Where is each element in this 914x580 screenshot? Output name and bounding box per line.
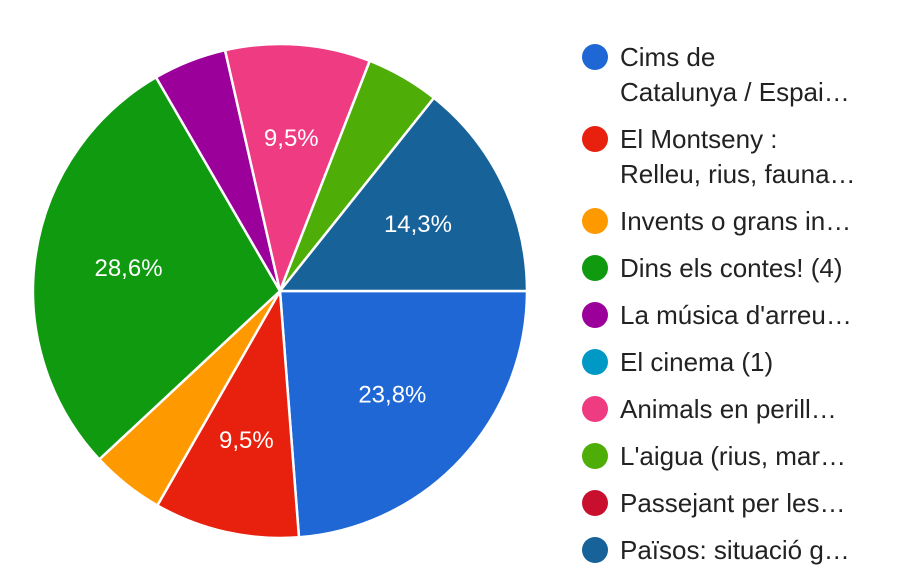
legend-label-4: Dins els contes! (4) xyxy=(620,251,890,286)
legend: Cims de Catalunya / Espai… El Montseny : Re… xyxy=(582,40,902,580)
legend-swatch-2 xyxy=(582,126,608,152)
pie-slice-10 xyxy=(278,96,529,293)
pie-chart: 23,8% 9,5% 28,6% 9,5% 14,3% Cims de Catalunya… xyxy=(31,42,856,565)
legend-swatch-5 xyxy=(582,302,608,328)
legend-item-7: Animals en perill… xyxy=(582,392,902,427)
legend-item-6: El cinema (1) xyxy=(582,345,902,380)
legend-label-7: Animals en perill… xyxy=(620,392,890,427)
slice-label-2: 9,5% xyxy=(219,427,274,454)
legend-item-2: El Montseny : Relleu, rius, fauna… xyxy=(582,122,902,192)
legend-label-5-line-1: La música d'arreu… xyxy=(620,300,852,330)
legend-label-1-line-2: Catalunya / Espai… xyxy=(620,77,850,107)
legend-label-9-line-1: Passejant per les… xyxy=(620,488,846,518)
legend-label-3: Invents o grans in… xyxy=(620,204,890,239)
pie-slice-1 xyxy=(278,289,529,539)
pie-slice-4 xyxy=(31,76,282,461)
slice-label-10: 14,3% xyxy=(384,211,452,238)
legend-label-1: Cims de Catalunya / Espai… xyxy=(620,40,890,110)
legend-item-3: Invents o grans in… xyxy=(582,204,902,239)
slice-label-1: 23,8% xyxy=(358,382,426,409)
legend-swatch-9 xyxy=(582,490,608,516)
slice-label-4: 28,6% xyxy=(94,255,162,282)
legend-label-10-line-1: Països: situació g… xyxy=(620,535,850,565)
legend-label-2-line-2: Relleu, rius, fauna… xyxy=(620,159,856,189)
legend-item-9: Passejant per les… xyxy=(582,486,902,521)
legend-label-4-line-1: Dins els contes! (4) xyxy=(620,253,843,283)
legend-label-3-line-1: Invents o grans in… xyxy=(620,206,852,236)
pie-slice-7 xyxy=(223,42,372,293)
legend-label-8: L'aigua (rius, mar… xyxy=(620,439,890,474)
legend-label-2: El Montseny : Relleu, rius, fauna… xyxy=(620,122,890,192)
legend-label-9: Passejant per les… xyxy=(620,486,890,521)
legend-swatch-10 xyxy=(582,537,608,563)
legend-label-8-line-1: L'aigua (rius, mar… xyxy=(620,441,847,471)
legend-swatch-1 xyxy=(582,44,608,70)
legend-swatch-7 xyxy=(582,396,608,422)
legend-swatch-8 xyxy=(582,443,608,469)
legend-item-1: Cims de Catalunya / Espai… xyxy=(582,40,902,110)
legend-item-5: La música d'arreu… xyxy=(582,298,902,333)
legend-swatch-4 xyxy=(582,255,608,281)
legend-label-10: Països: situació g… xyxy=(620,533,890,568)
pie-plot: 23,8% 9,5% 28,6% 9,5% 14,3% xyxy=(31,42,529,540)
legend-label-6: El cinema (1) xyxy=(620,345,890,380)
legend-label-5: La música d'arreu… xyxy=(620,298,890,333)
legend-swatch-6 xyxy=(582,349,608,375)
legend-label-2-line-1: El Montseny : xyxy=(620,124,778,154)
legend-item-10: Països: situació g… xyxy=(582,533,902,568)
legend-label-7-line-1: Animals en perill… xyxy=(620,394,837,424)
pie-slice-2 xyxy=(156,289,301,540)
legend-item-8: L'aigua (rius, mar… xyxy=(582,439,902,474)
legend-item-4: Dins els contes! (4) xyxy=(582,251,902,286)
slice-label-7: 9,5% xyxy=(264,125,319,152)
legend-label-1-line-1: Cims de xyxy=(620,42,716,72)
legend-swatch-3 xyxy=(582,208,608,234)
legend-label-6-line-1: El cinema (1) xyxy=(620,347,774,377)
